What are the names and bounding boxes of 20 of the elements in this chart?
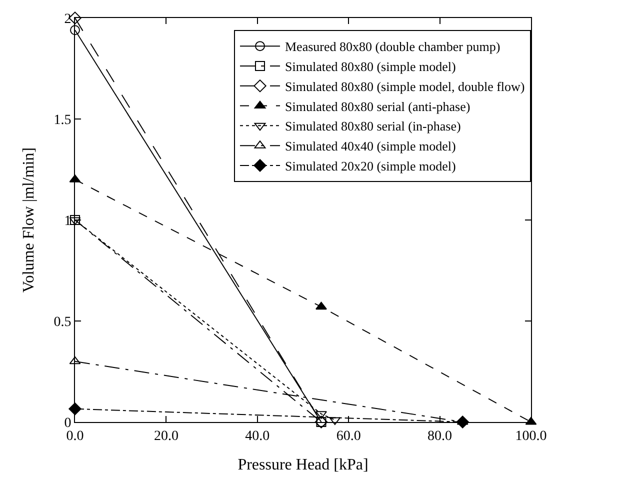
legend-label: Simulated 80x80 serial (anti-phase) bbox=[285, 98, 470, 114]
x-tick-label: 100.0 bbox=[515, 428, 547, 444]
y-tick-label: 0.5 bbox=[54, 314, 72, 330]
legend-label: Simulated 80x80 serial (in-phase) bbox=[285, 118, 461, 134]
x-tick-label: 0.0 bbox=[66, 428, 84, 444]
legend-label: Simulated 20x20 (simple model) bbox=[285, 158, 456, 174]
y-tick-label: 0 bbox=[64, 416, 72, 431]
x-tick-label: 40.0 bbox=[245, 428, 270, 444]
legend-label: Measured 80x80 (double chamber pump) bbox=[285, 39, 500, 54]
y-tick-label: 2 bbox=[64, 12, 72, 27]
x-tick-label: 80.0 bbox=[428, 428, 452, 444]
legend-label: Simulated 80x80 (simple model, double flow) bbox=[285, 78, 525, 94]
y-axis-title: Volume Flow |ml/min] bbox=[20, 147, 38, 293]
x-axis-title: Pressure Head [kPa] bbox=[238, 456, 368, 474]
legend-label: Simulated 80x80 (simple model) bbox=[285, 59, 456, 74]
y-tick-label: 1 bbox=[64, 214, 72, 229]
x-tick-label: 60.0 bbox=[336, 428, 361, 444]
y-tick-label: 1.5 bbox=[54, 112, 72, 128]
legend-label: Simulated 40x40 (simple model) bbox=[285, 138, 456, 154]
x-tick-label: 20.0 bbox=[154, 428, 178, 444]
